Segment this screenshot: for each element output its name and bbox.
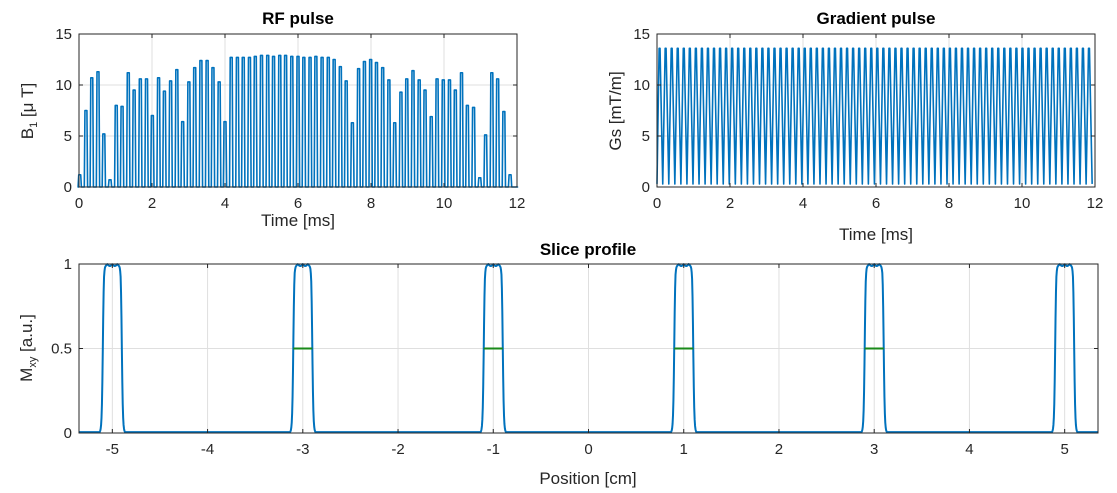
- rf-ytick-label: 10: [55, 77, 72, 94]
- grad-xtick-label: 6: [872, 195, 880, 212]
- gradient-pulse-panel: Gradient pulse 0 2 4 6 8 10 12 0 5 10 15 Time [ms]…: [606, 9, 1103, 244]
- slice-ylabel-main: M: [17, 368, 36, 382]
- grad-xtick-label: 2: [726, 195, 734, 212]
- slice-title: Slice profile: [540, 240, 636, 259]
- grad-xtick-label: 12: [1087, 195, 1104, 212]
- slice-ytick-label: 0: [64, 425, 72, 442]
- grad-ytick-label: 5: [642, 128, 650, 145]
- slice-ylabel: Mxy [a.u.]: [17, 314, 39, 382]
- slice-ylabel-rest: [a.u.]: [17, 314, 36, 357]
- rf-title: RF pulse: [262, 9, 334, 28]
- slice-xtick-label: -5: [106, 441, 119, 458]
- slice-xtick-label: 2: [775, 441, 783, 458]
- slice-profile-panel: Slice profile -5 -4 -3 -2 -1 0 1 2 3 4 5 0 0.5 1 Posi…: [17, 240, 1099, 488]
- rf-ylabel-main: B: [18, 128, 37, 139]
- slice-xlabel: Position [cm]: [539, 469, 636, 488]
- slice-ticks: -5 -4 -3 -2 -1 0 1 2 3 4 5 0 0.5 1: [51, 256, 1098, 458]
- slice-xtick-label: -3: [296, 441, 309, 458]
- slice-xtick-label: 0: [584, 441, 592, 458]
- grad-xtick-label: 10: [1014, 195, 1031, 212]
- rf-ylabel-sub: 1: [28, 122, 40, 128]
- rf-xtick-label: 4: [221, 195, 229, 212]
- grad-series: [656, 47, 1093, 185]
- rf-ylabel-rest: [μ T]: [18, 83, 37, 122]
- grad-ytick-label: 0: [642, 179, 650, 196]
- slice-ytick-label: 0.5: [51, 341, 72, 358]
- grad-ylabel: Gs [mT/m]: [606, 71, 625, 150]
- grad-gs-line: [656, 47, 1093, 185]
- rf-ytick-label: 15: [55, 26, 72, 43]
- slice-xtick-label: -1: [487, 441, 500, 458]
- slice-xtick-label: -2: [391, 441, 404, 458]
- rf-xtick-label: 12: [509, 195, 526, 212]
- rf-ylabel: B1 [μ T]: [18, 83, 40, 140]
- slice-xtick-label: 5: [1060, 441, 1068, 458]
- grad-ytick-label: 15: [633, 26, 650, 43]
- slice-xtick-label: 1: [680, 441, 688, 458]
- slice-grid: [79, 263, 1098, 434]
- slice-xtick-label: 4: [965, 441, 973, 458]
- slice-xtick-label: 3: [870, 441, 878, 458]
- rf-pulse-panel: RF pulse 0 2 4 6 8 10 12 0 5 10 15 Time [ms] B1 [μ…: [18, 9, 525, 230]
- grad-xlabel: Time [ms]: [839, 225, 913, 244]
- grad-xtick-label: 8: [945, 195, 953, 212]
- rf-xtick-label: 0: [75, 195, 83, 212]
- grad-ytick-label: 10: [633, 77, 650, 94]
- slice-ytick-label: 1: [64, 256, 72, 273]
- grad-title: Gradient pulse: [816, 9, 935, 28]
- rf-xlabel: Time [ms]: [261, 211, 335, 230]
- slice-ylabel-sub: xy: [27, 356, 39, 368]
- rf-xtick-label: 10: [436, 195, 453, 212]
- rf-ytick-label: 0: [64, 179, 72, 196]
- rf-ytick-label: 5: [64, 128, 72, 145]
- rf-xtick-label: 2: [148, 195, 156, 212]
- rf-ticks: 0 2 4 6 8 10 12 0 5 10 15: [55, 26, 525, 212]
- rf-xtick-label: 6: [294, 195, 302, 212]
- slice-xtick-label: -4: [201, 441, 214, 458]
- grad-ticks: 0 2 4 6 8 10 12 0 5 10 15: [633, 26, 1103, 212]
- grad-xtick-label: 4: [799, 195, 807, 212]
- grad-xtick-label: 0: [653, 195, 661, 212]
- rf-xtick-label: 8: [367, 195, 375, 212]
